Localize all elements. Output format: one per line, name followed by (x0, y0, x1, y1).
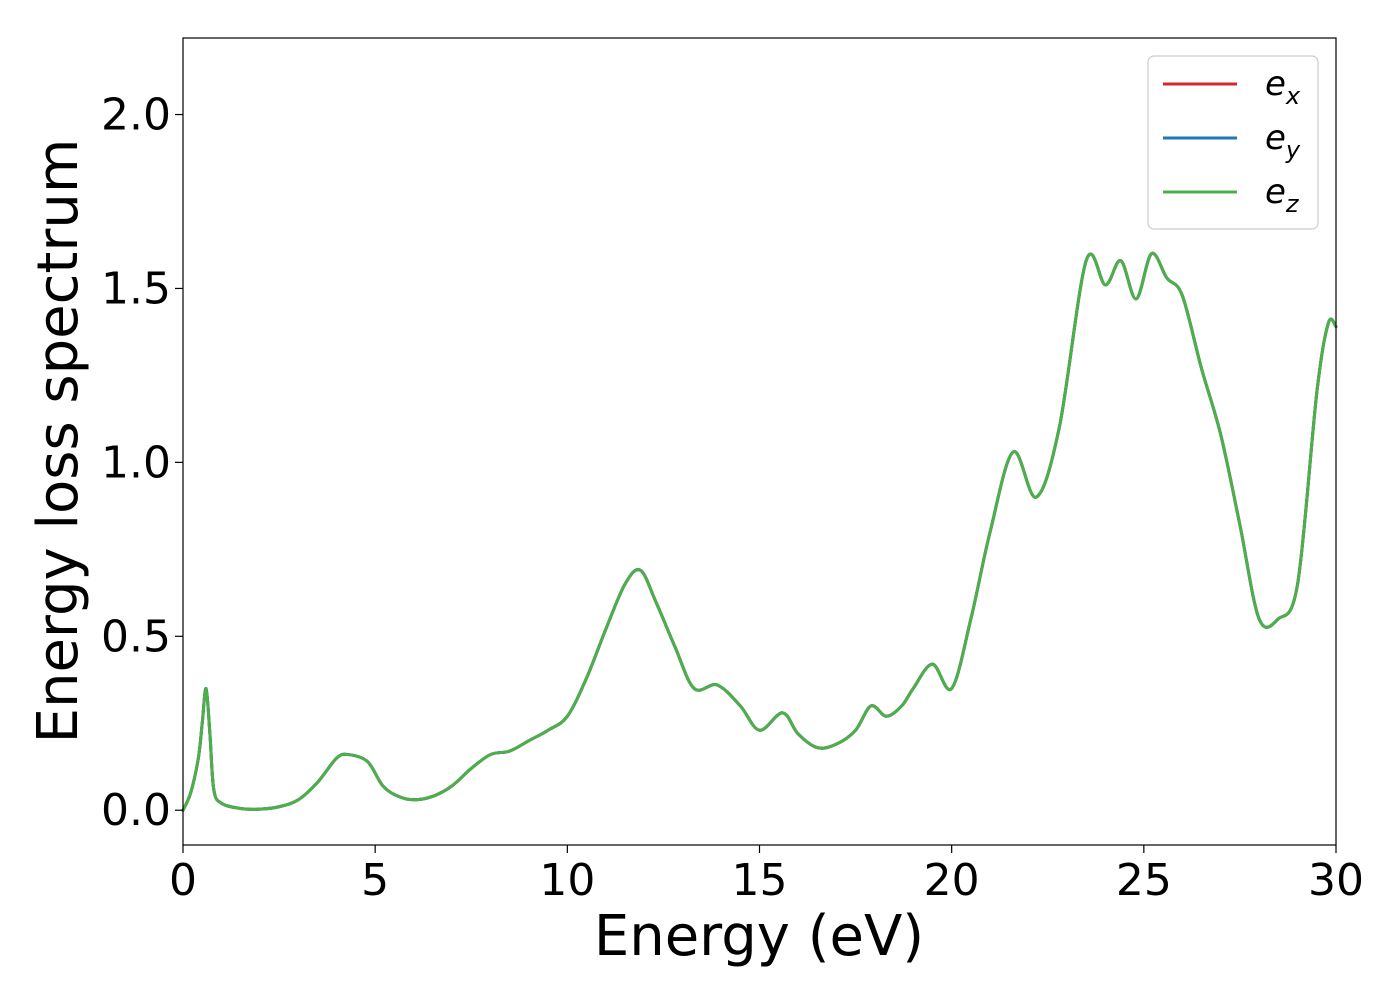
x-axis: 0 5 10 15 20 25 30 (169, 845, 1364, 906)
y-tick-label: 2.0 (101, 90, 171, 141)
y-axis: 0.0 0.5 1.0 1.5 2.0 (101, 90, 183, 836)
y-axis-title: Energy loss spectrum (26, 139, 91, 744)
x-tick-label: 10 (539, 855, 595, 906)
x-tick-label: 5 (361, 855, 389, 906)
plot-area (181, 251, 1338, 812)
y-tick-label: 0.5 (101, 611, 171, 662)
x-tick-label: 15 (732, 855, 788, 906)
y-tick-label: 1.5 (101, 263, 171, 314)
legend-box (1147, 55, 1319, 230)
legend-label-y: ey (1265, 118, 1301, 164)
legend: ex ey ez (1147, 55, 1319, 230)
x-tick-label: 25 (1116, 855, 1172, 906)
y-tick-label: 0.0 (101, 785, 171, 836)
y-tick-label: 1.0 (101, 437, 171, 488)
x-tick-label: 0 (169, 855, 197, 906)
x-tick-label: 30 (1308, 855, 1364, 906)
legend-label-z: ez (1265, 172, 1300, 218)
series-line-z (181, 251, 1338, 812)
x-tick-label: 20 (924, 855, 980, 906)
x-axis-title: Energy (eV) (594, 904, 924, 969)
legend-label-x: ex (1265, 64, 1301, 110)
